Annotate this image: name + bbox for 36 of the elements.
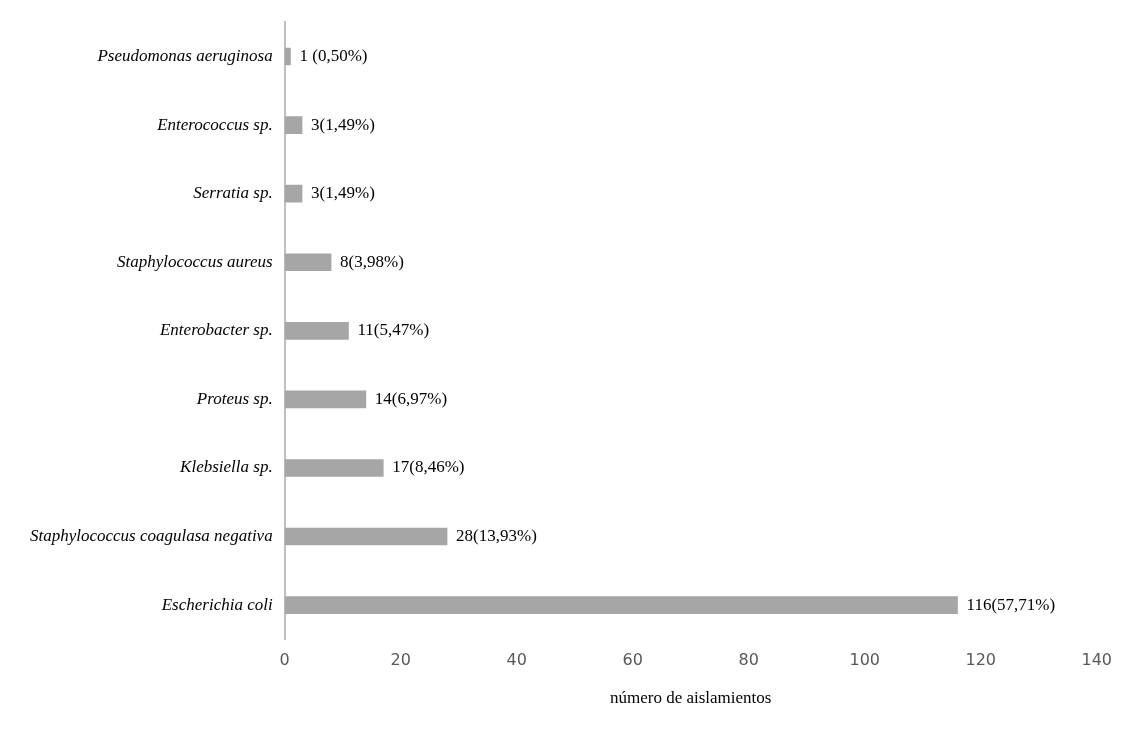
bar xyxy=(284,253,332,272)
y-tick-label: Enterococcus sp. xyxy=(156,114,273,134)
data-label: 17(8,46%) xyxy=(392,457,465,477)
bar xyxy=(284,116,303,134)
bar xyxy=(284,596,958,614)
y-tick-label: Enterobacter sp. xyxy=(158,320,273,340)
y-tick-label: Pseudomonas aeruginosa xyxy=(96,45,273,65)
data-label: 11(5,47%) xyxy=(357,320,430,340)
x-axis-title: número de aislamientos xyxy=(609,688,772,708)
x-tick-label: 0 xyxy=(279,650,290,670)
y-tick-label: Escherichia coli xyxy=(160,594,273,614)
y-tick-label: Staphylococcus coagulasa negativa xyxy=(29,526,273,545)
data-label: 116(57,71%) xyxy=(966,594,1056,614)
data-label: 3(1,49%) xyxy=(311,183,375,203)
y-tick-label: Staphylococcus aureus xyxy=(117,251,274,271)
y-tick-label: Proteus sp. xyxy=(195,388,273,408)
x-tick-label: 40 xyxy=(506,650,527,670)
x-tick-label: 100 xyxy=(849,650,880,670)
data-label: 28(13,93%) xyxy=(456,526,537,545)
bar xyxy=(284,390,367,409)
bar xyxy=(284,527,448,546)
x-tick-label: 60 xyxy=(622,650,643,670)
x-tick-label: 140 xyxy=(1081,650,1112,670)
data-label: 14(6,97%) xyxy=(374,388,448,408)
data-label: 3(1,49%) xyxy=(311,114,375,134)
y-tick-label: Klebsiella sp. xyxy=(179,457,273,477)
bar xyxy=(284,47,291,66)
bar xyxy=(284,321,349,340)
x-tick-label: 120 xyxy=(965,650,996,670)
bar xyxy=(284,184,303,203)
data-label: 8(3,98%) xyxy=(340,251,404,271)
bar xyxy=(284,459,384,477)
data-label: 1 (0,50%) xyxy=(299,45,368,65)
x-tick-label: 20 xyxy=(390,650,411,670)
y-tick-label: Serratia sp. xyxy=(193,183,273,203)
x-tick-label: 80 xyxy=(738,650,759,670)
